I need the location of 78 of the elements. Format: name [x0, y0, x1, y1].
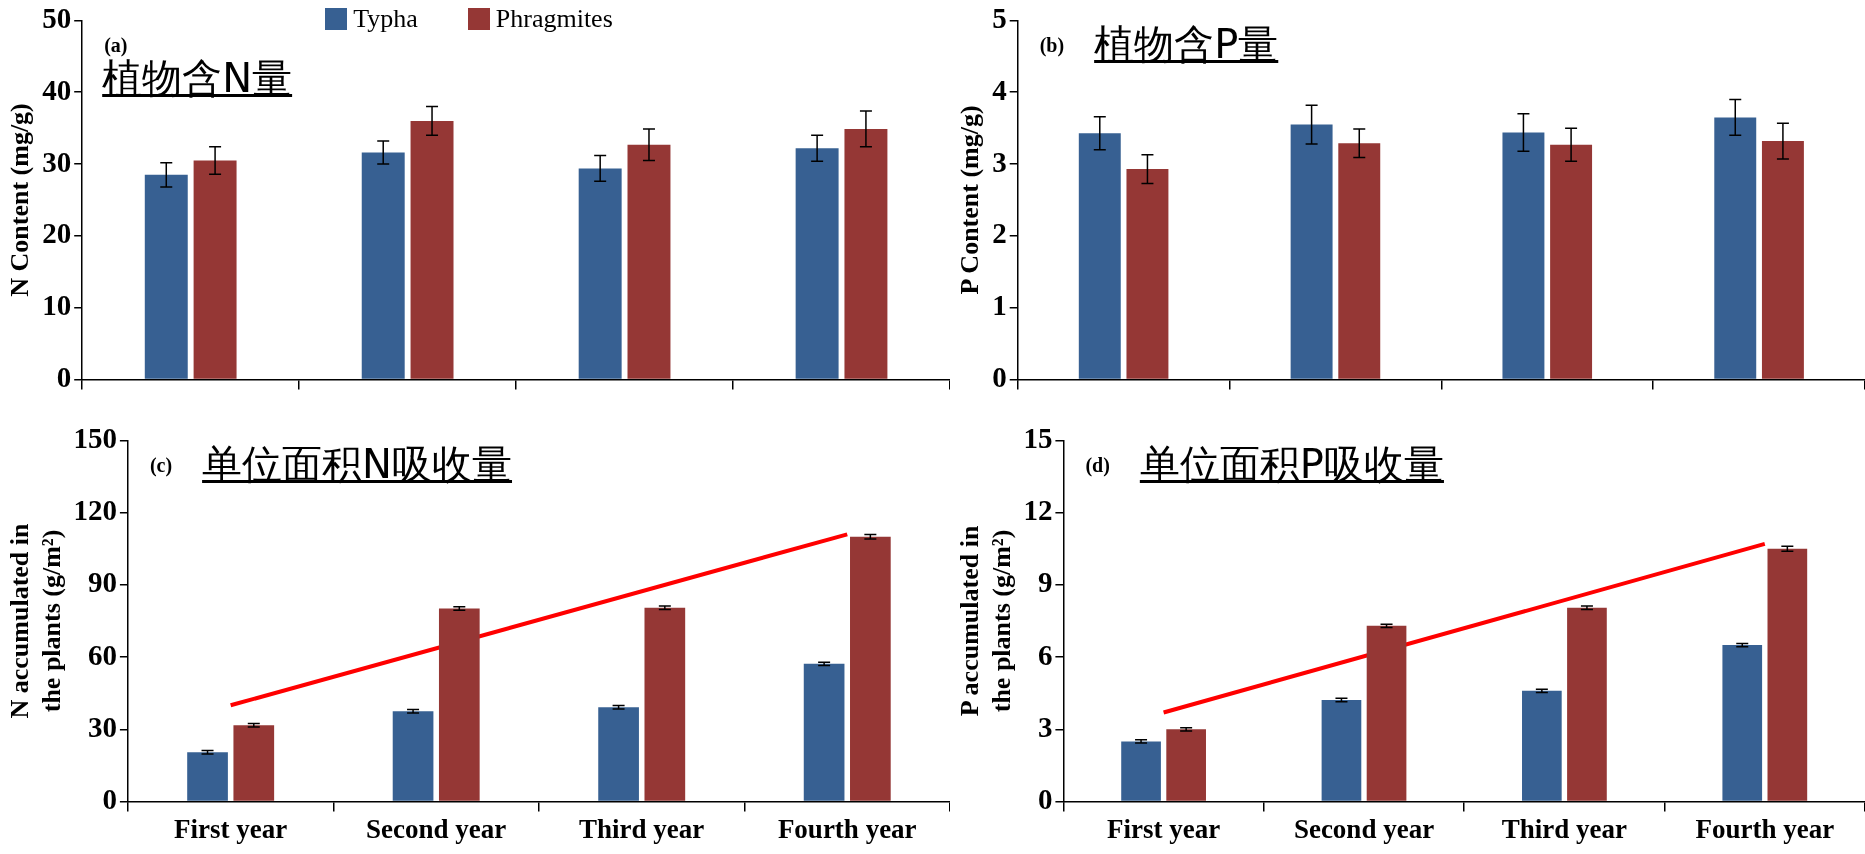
- bar: [795, 148, 839, 379]
- bar: [361, 152, 405, 379]
- y-tick-label: 90: [87, 566, 117, 599]
- y-tick-label: 0: [1037, 783, 1053, 816]
- bar: [1078, 133, 1121, 379]
- bar: [1366, 625, 1407, 801]
- y-tick-label: 40: [42, 73, 72, 106]
- bar: [193, 160, 237, 379]
- y-tick-label: 9: [1037, 566, 1053, 599]
- annotation: (b): [1039, 34, 1065, 58]
- y-tick-label: 0: [102, 783, 117, 816]
- x-tick-label: Third year: [579, 813, 705, 844]
- bar: [803, 663, 845, 801]
- bar: [1126, 169, 1169, 379]
- x-tick-label: Fourth year: [777, 813, 917, 844]
- y-tick-label: 50: [42, 1, 72, 34]
- bar: [1522, 690, 1562, 801]
- y-tick-label: 60: [87, 638, 117, 671]
- bar: [1722, 645, 1763, 801]
- y-axis-title: N accumulated in the plants (g/m²): [5, 522, 66, 719]
- y-tick-label: 15: [1023, 421, 1053, 454]
- bar: [233, 725, 275, 801]
- bar: [1338, 143, 1381, 379]
- bar: [1290, 124, 1333, 379]
- bar: [410, 120, 454, 379]
- bar: [1166, 729, 1206, 801]
- x-tick-label: Second year: [1293, 813, 1435, 844]
- y-tick-label: 150: [73, 421, 117, 454]
- bar: [187, 752, 228, 801]
- y-tick-label: 6: [1037, 638, 1053, 671]
- y-tick-label: 4: [992, 73, 1007, 106]
- y-tick-label: 30: [87, 710, 117, 743]
- bar: [598, 707, 639, 801]
- bar: [1121, 741, 1161, 801]
- y-tick-label: 12: [1023, 494, 1053, 527]
- y-tick-label: 2: [992, 217, 1007, 250]
- chart-title: 单位面积P吸收量: [1139, 441, 1444, 488]
- y-axis-title: P accumulated in the plants (g/m²): [955, 525, 1016, 717]
- y-tick-label: 20: [42, 217, 72, 250]
- bar: [1767, 548, 1808, 801]
- x-tick-label: Fourth year: [1695, 813, 1835, 844]
- bar: [1502, 132, 1545, 379]
- y-axis-title: N Content (mg/g): [5, 103, 35, 297]
- bar: [850, 536, 891, 801]
- bar: [1761, 141, 1804, 379]
- annotation: (c): [149, 454, 173, 478]
- legend-label: Typha: [353, 4, 418, 33]
- bar: [1714, 117, 1757, 379]
- y-tick-label: 1: [992, 289, 1007, 322]
- bar: [578, 168, 622, 379]
- annotation: (a): [104, 34, 128, 58]
- x-tick-label: First year: [1107, 813, 1221, 844]
- annotation: (d): [1085, 454, 1110, 478]
- legend-label: Phragmites: [495, 4, 613, 33]
- y-axis-title: P Content (mg/g): [955, 105, 985, 295]
- y-tick-label: 0: [992, 361, 1007, 394]
- bar: [1567, 607, 1607, 801]
- y-tick-label: 5: [992, 1, 1007, 34]
- bar: [627, 144, 671, 379]
- bar: [1321, 699, 1362, 801]
- bar: [438, 608, 480, 801]
- text: 植物含N量: [102, 55, 293, 102]
- x-tick-label: Second year: [366, 813, 507, 844]
- y-tick-label: 3: [992, 145, 1007, 178]
- y-tick-label: 30: [42, 145, 72, 178]
- chart-title: 单位面积N吸收量: [202, 441, 513, 488]
- chart-title: 植物含P量: [1094, 21, 1279, 68]
- y-tick-label: 10: [42, 289, 72, 322]
- bar: [392, 711, 434, 801]
- y-tick-label: 3: [1037, 710, 1053, 743]
- bar: [144, 174, 188, 379]
- bar: [1550, 144, 1593, 379]
- y-tick-label: 0: [56, 361, 72, 394]
- bar: [644, 607, 686, 801]
- y-tick-label: 120: [73, 494, 117, 527]
- bar: [844, 128, 888, 379]
- x-tick-label: First year: [174, 813, 288, 844]
- x-tick-label: Third year: [1501, 813, 1628, 844]
